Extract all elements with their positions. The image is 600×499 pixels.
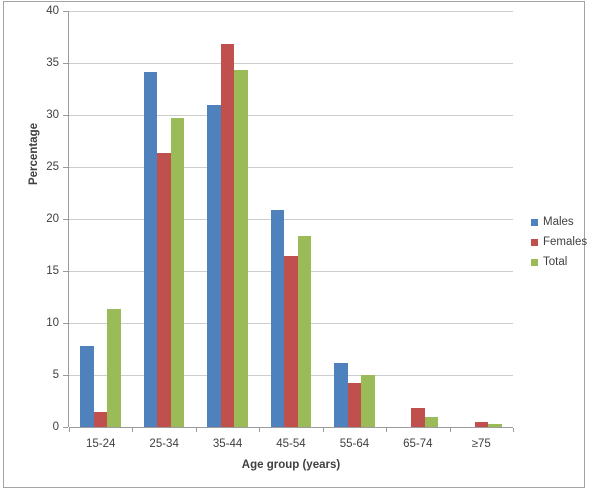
x-tick-label: 45-54 <box>276 438 306 450</box>
bar-total-45-54 <box>297 235 312 427</box>
bar-total-35-44 <box>234 70 248 427</box>
bar-females-15-24 <box>93 412 108 427</box>
y-tick-label: 25 <box>46 161 59 173</box>
x-tick <box>69 428 70 432</box>
y-tick-label: 10 <box>46 317 59 329</box>
legend-item-males: Males <box>531 216 587 228</box>
x-axis-line <box>69 427 513 428</box>
y-tick <box>63 427 68 428</box>
legend-label-males: Males <box>543 216 574 228</box>
gridline <box>69 11 513 12</box>
x-axis-title: Age group (years) <box>241 459 341 471</box>
y-tick <box>63 271 68 272</box>
y-axis-line <box>68 11 69 427</box>
bar-total-55-64 <box>361 375 375 427</box>
x-tick <box>132 428 134 432</box>
y-tick-label: 35 <box>46 57 59 69</box>
x-tick <box>259 428 261 432</box>
gridline <box>69 167 513 168</box>
x-tick-label: 65-74 <box>403 438 433 450</box>
bar-total-65-74 <box>424 416 439 427</box>
bar-females-25-34 <box>157 153 171 427</box>
y-tick <box>63 167 68 168</box>
bar-total-25-34 <box>170 118 185 427</box>
x-tick-label: 35-44 <box>212 438 243 450</box>
y-tick <box>63 11 68 12</box>
x-tick <box>322 428 324 432</box>
y-tick <box>63 63 68 64</box>
x-tick <box>386 428 388 432</box>
bar-males-35-44 <box>207 104 221 427</box>
y-tick-label: 40 <box>46 5 59 17</box>
x-tick <box>195 428 197 432</box>
y-tick <box>63 323 68 324</box>
bar-females-55-64 <box>347 383 362 427</box>
y-tick <box>63 115 68 116</box>
bar-males-45-54 <box>270 209 285 427</box>
x-tick <box>513 428 514 432</box>
bar-females-45-54 <box>284 256 298 427</box>
y-axis-title-text: Percentage <box>28 122 40 186</box>
y-tick-label: 20 <box>46 213 59 225</box>
bar-females-35-44 <box>220 44 235 427</box>
gridline <box>69 63 513 64</box>
bar-total-15-24 <box>107 309 121 427</box>
bar-males-15-24 <box>80 345 94 427</box>
x-tick-label: ≥75 <box>471 438 491 450</box>
legend-swatch-females <box>531 239 538 246</box>
gridline <box>69 115 513 116</box>
bar-males-55-64 <box>334 362 348 427</box>
legend-label-females: Females <box>543 236 588 248</box>
legend-item-females: Females <box>531 236 588 248</box>
y-tick-label: 0 <box>52 421 59 433</box>
x-tick-label: 55-64 <box>339 438 370 450</box>
legend: Males Females Total <box>531 216 588 277</box>
y-tick <box>63 375 68 376</box>
y-tick-label: 15 <box>46 265 59 277</box>
x-tick-label: 15-24 <box>86 438 116 450</box>
legend-swatch-males <box>531 219 538 226</box>
legend-swatch-total <box>531 259 538 266</box>
x-tick <box>449 428 451 432</box>
legend-item-total: Total <box>531 256 587 268</box>
gridline <box>69 219 513 220</box>
bar-females-ge75 <box>474 421 489 427</box>
legend-label-total: Total <box>543 256 568 268</box>
y-tick-label: 5 <box>52 369 59 381</box>
bar-total-ge75 <box>488 423 502 427</box>
y-tick-label: 30 <box>46 109 59 121</box>
bar-females-65-74 <box>411 408 425 427</box>
x-tick-label: 25-34 <box>149 438 179 450</box>
y-tick <box>63 219 68 220</box>
bar-males-25-34 <box>143 72 158 427</box>
